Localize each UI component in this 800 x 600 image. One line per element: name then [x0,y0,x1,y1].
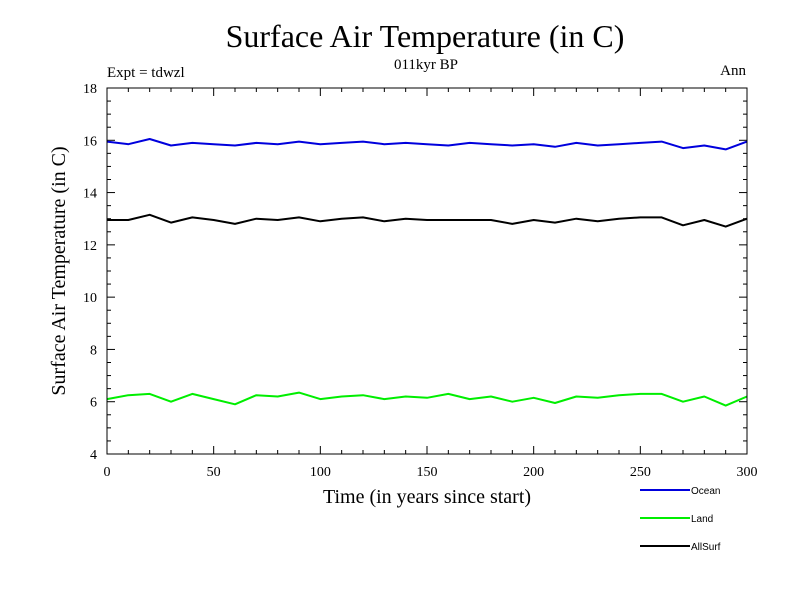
y-tick-label: 12 [83,239,97,254]
y-tick-label: 14 [83,187,97,202]
y-tick-label: 4 [90,448,97,463]
axis-ticks: 0 50 100 150 200 250 300 4 6 8 10 12 14 16 18 [83,82,758,480]
series-line-ocean [106,138,748,151]
data-series [106,138,748,407]
chart-legend: Ocean Land AllSurf [640,486,721,553]
chart-subtitle-experiment: Expt = tdwzl [107,65,185,81]
y-tick-label: 8 [90,343,97,358]
x-tick-label: 300 [737,465,758,480]
x-tick-label: 150 [417,465,438,480]
x-tick-label: 50 [207,465,221,480]
legend-label-ocean: Ocean [691,486,720,497]
y-tick-label: 6 [90,396,97,411]
x-tick-label: 250 [630,465,651,480]
y-tick-label: 18 [83,82,97,97]
y-tick-label: 10 [83,291,97,306]
chart-subtitle-period: 011kyr BP [394,57,458,73]
legend-label-land: Land [691,514,713,525]
chart-title: Surface Air Temperature (in C) [226,18,625,54]
y-tick-label: 16 [83,134,97,149]
x-axis-title: Time (in years since start) [323,486,531,508]
chart-subtitle-season: Ann [720,63,746,79]
legend-label-allsurf: AllSurf [691,542,721,553]
y-axis-title: Surface Air Temperature (in C) [48,146,70,395]
series-line-land [106,391,748,407]
plot-area-frame [106,87,748,455]
x-tick-label: 100 [310,465,331,480]
x-tick-label: 200 [523,465,544,480]
x-tick-label: 0 [104,465,111,480]
series-line-allsurf [107,213,748,228]
